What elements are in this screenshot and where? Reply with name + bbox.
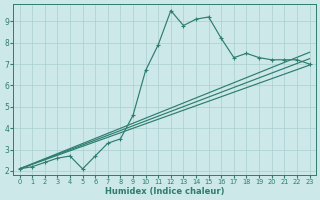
X-axis label: Humidex (Indice chaleur): Humidex (Indice chaleur) bbox=[105, 187, 224, 196]
